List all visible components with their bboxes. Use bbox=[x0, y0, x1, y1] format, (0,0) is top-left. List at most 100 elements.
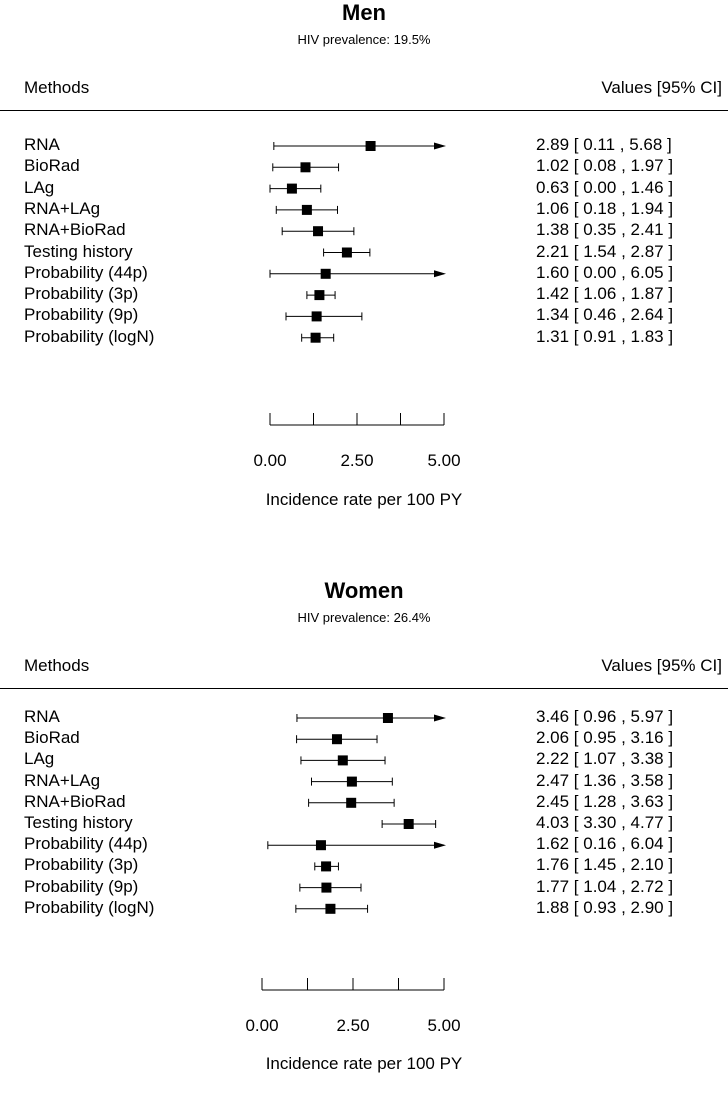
x-tick-label: 0.00 bbox=[245, 1016, 278, 1035]
ci-value-label: 1.06 [ 0.18 , 1.94 ] bbox=[536, 198, 674, 218]
method-label: LAg bbox=[24, 177, 55, 197]
x-axis-title: Incidence rate per 100 PY bbox=[265, 490, 463, 509]
method-label: BioRad bbox=[24, 156, 80, 176]
ci-value-label: 2.21 [ 1.54 , 2.87 ] bbox=[536, 241, 674, 261]
point-estimate bbox=[314, 290, 325, 301]
ci-value-label: 1.88 [ 0.93 , 2.90 ] bbox=[536, 897, 674, 917]
x-tick-label: 5.00 bbox=[427, 1016, 460, 1035]
method-label: Probability (44p) bbox=[24, 262, 148, 282]
ci-value-label: 2.47 [ 1.36 , 3.58 ] bbox=[536, 770, 674, 790]
point-estimate bbox=[300, 162, 311, 173]
forest-row: BioRad 2.06 [ 0.95 , 3.16 ] bbox=[0, 728, 728, 749]
point-estimate bbox=[331, 734, 342, 745]
forest-row: RNA 2.89 [ 0.11 , 5.68 ] bbox=[0, 135, 728, 156]
forest-row: RNA+BioRad 1.38 [ 0.35 , 2.41 ] bbox=[0, 220, 728, 241]
ci-value-label: 0.63 [ 0.00 , 1.46 ] bbox=[536, 177, 674, 197]
x-tick-label: 2.50 bbox=[340, 451, 373, 470]
chart-subtitle: HIV prevalence: 26.4% bbox=[297, 610, 431, 625]
forest-row: Probability (9p) 1.34 [ 0.46 , 2.64 ] bbox=[0, 305, 728, 326]
point-estimate bbox=[337, 755, 348, 766]
ci-value-label: 1.60 [ 0.00 , 6.05 ] bbox=[536, 262, 674, 282]
forest-row: Probability (logN) 1.88 [ 0.93 , 2.90 ] bbox=[0, 898, 728, 919]
forest-row: Testing history 2.21 [ 1.54 , 2.87 ] bbox=[0, 242, 728, 263]
method-label: Probability (44p) bbox=[24, 834, 148, 854]
ci-value-label: 2.45 [ 1.28 , 3.63 ] bbox=[536, 791, 674, 811]
method-label: RNA+LAg bbox=[24, 198, 101, 218]
forest-row: Probability (9p) 1.77 [ 1.04 , 2.72 ] bbox=[0, 877, 728, 898]
forest-row: Probability (3p) 1.76 [ 1.45 , 2.10 ] bbox=[0, 855, 728, 876]
column-header-values: Values [95% CI] bbox=[601, 78, 722, 97]
ci-value-label: 1.38 [ 0.35 , 2.41 ] bbox=[536, 220, 674, 240]
column-header-values: Values [95% CI] bbox=[601, 656, 722, 675]
method-label: Probability (3p) bbox=[24, 855, 139, 875]
point-estimate bbox=[301, 204, 312, 215]
forest-row: Testing history 4.03 [ 3.30 , 4.77 ] bbox=[0, 813, 728, 834]
point-estimate bbox=[403, 819, 414, 829]
forest-row: BioRad 1.02 [ 0.08 , 1.97 ] bbox=[0, 156, 728, 177]
x-tick-label: 0.00 bbox=[253, 451, 286, 470]
method-label: Probability (logN) bbox=[24, 897, 155, 917]
point-estimate bbox=[382, 713, 393, 723]
forest-row: RNA+BioRad 2.45 [ 1.28 , 3.63 ] bbox=[0, 792, 728, 813]
point-estimate bbox=[341, 247, 352, 258]
forest-row: Probability (44p) 1.60 [ 0.00 , 6.05 ] bbox=[0, 263, 728, 284]
method-label: Probability (logN) bbox=[24, 326, 155, 346]
ci-arrow-right bbox=[434, 841, 446, 849]
method-label: Probability (9p) bbox=[24, 305, 139, 325]
method-label: RNA bbox=[24, 707, 60, 726]
point-estimate bbox=[320, 268, 331, 279]
forest-row: Probability (44p) 1.62 [ 0.16 , 6.04 ] bbox=[0, 834, 728, 855]
ci-value-label: 1.77 [ 1.04 , 2.72 ] bbox=[536, 876, 674, 896]
method-label: RNA bbox=[24, 135, 60, 154]
method-label: Probability (3p) bbox=[24, 284, 139, 304]
forest-row: LAg 2.22 [ 1.07 , 3.38 ] bbox=[0, 749, 728, 770]
point-estimate bbox=[325, 903, 336, 914]
x-tick-label: 5.00 bbox=[427, 451, 460, 470]
x-axis-title: Incidence rate per 100 PY bbox=[265, 1054, 463, 1073]
forest-row: Probability (logN) 1.31 [ 0.91 , 1.83 ] bbox=[0, 327, 728, 348]
point-estimate bbox=[315, 840, 326, 851]
forest-panel-men: Men HIV prevalence: 19.5% Methods Values… bbox=[0, 0, 728, 540]
ci-value-label: 3.46 [ 0.96 , 5.97 ] bbox=[536, 707, 674, 726]
column-header-methods: Methods bbox=[24, 78, 90, 97]
forest-row: RNA+LAg 2.47 [ 1.36 , 3.58 ] bbox=[0, 771, 728, 792]
method-label: Probability (9p) bbox=[24, 876, 139, 896]
ci-value-label: 1.76 [ 1.45 , 2.10 ] bbox=[536, 855, 674, 875]
point-estimate bbox=[310, 332, 321, 343]
forest-plot-svg: 0.00 2.50 5.00 bbox=[245, 713, 461, 1035]
method-label: BioRad bbox=[24, 728, 80, 748]
ci-value-label: 4.03 [ 3.30 , 4.77 ] bbox=[536, 813, 674, 832]
method-label: Testing history bbox=[24, 241, 133, 261]
ci-value-label: 2.06 [ 0.95 , 3.16 ] bbox=[536, 728, 674, 748]
chart-title: Men bbox=[342, 0, 386, 25]
method-label: Testing history bbox=[24, 813, 133, 832]
header-divider bbox=[0, 110, 728, 111]
forest-plot-svg: 0.00 2.50 5.00 bbox=[253, 141, 461, 470]
ci-arrow-right bbox=[434, 714, 446, 722]
method-label: RNA+BioRad bbox=[24, 791, 126, 811]
point-estimate bbox=[346, 797, 357, 808]
point-estimate bbox=[321, 882, 332, 893]
point-estimate bbox=[313, 226, 324, 237]
ci-value-label: 2.89 [ 0.11 , 5.68 ] bbox=[536, 135, 672, 154]
chart-title: Women bbox=[324, 578, 404, 603]
header-divider bbox=[0, 688, 728, 689]
forest-panel-women: Women HIV prevalence: 26.4% Methods Valu… bbox=[0, 578, 728, 1118]
ci-value-label: 1.42 [ 1.06 , 1.87 ] bbox=[536, 284, 674, 304]
ci-value-label: 2.22 [ 1.07 , 3.38 ] bbox=[536, 749, 674, 769]
method-label: RNA+LAg bbox=[24, 770, 101, 790]
ci-arrow-right bbox=[434, 270, 446, 278]
point-estimate bbox=[286, 183, 297, 194]
x-tick-label: 2.50 bbox=[336, 1016, 369, 1035]
method-label: RNA+BioRad bbox=[24, 220, 126, 240]
point-estimate bbox=[365, 141, 376, 151]
method-label: LAg bbox=[24, 749, 55, 769]
ci-value-label: 1.34 [ 0.46 , 2.64 ] bbox=[536, 305, 674, 325]
point-estimate bbox=[321, 861, 332, 872]
ci-value-label: 1.31 [ 0.91 , 1.83 ] bbox=[536, 326, 674, 346]
forest-row: RNA+LAg 1.06 [ 0.18 , 1.94 ] bbox=[0, 199, 728, 220]
point-estimate bbox=[311, 311, 322, 322]
forest-row: RNA 3.46 [ 0.96 , 5.97 ] bbox=[0, 707, 728, 728]
ci-arrow-right bbox=[434, 142, 446, 150]
point-estimate bbox=[346, 776, 357, 787]
